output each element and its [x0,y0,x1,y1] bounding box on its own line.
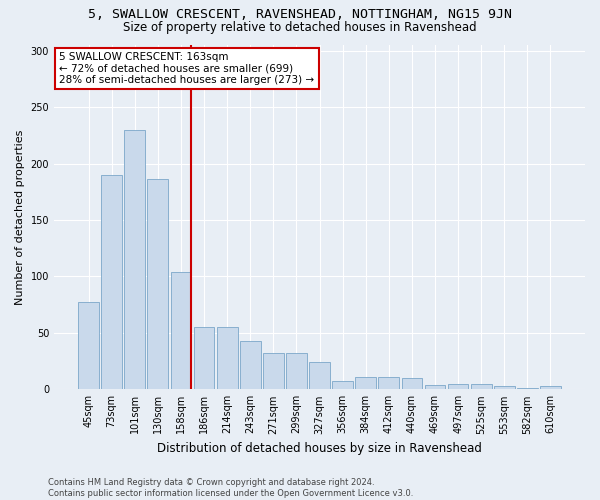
Bar [332,382,353,390]
Bar [263,353,284,390]
Bar [448,384,469,390]
Bar [101,175,122,390]
Text: Size of property relative to detached houses in Ravenshead: Size of property relative to detached ho… [123,21,477,34]
X-axis label: Distribution of detached houses by size in Ravenshead: Distribution of detached houses by size … [157,442,482,455]
Bar [217,327,238,390]
Bar [401,378,422,390]
Bar [170,272,191,390]
Bar [494,386,515,390]
Bar [425,385,445,390]
Bar [124,130,145,390]
Y-axis label: Number of detached properties: Number of detached properties [15,130,25,305]
Bar [148,180,168,390]
Bar [379,377,399,390]
Bar [286,353,307,390]
Text: Contains HM Land Registry data © Crown copyright and database right 2024.
Contai: Contains HM Land Registry data © Crown c… [48,478,413,498]
Text: 5, SWALLOW CRESCENT, RAVENSHEAD, NOTTINGHAM, NG15 9JN: 5, SWALLOW CRESCENT, RAVENSHEAD, NOTTING… [88,8,512,20]
Bar [309,362,330,390]
Bar [471,384,491,390]
Bar [355,377,376,390]
Bar [78,302,99,390]
Text: 5 SWALLOW CRESCENT: 163sqm
← 72% of detached houses are smaller (699)
28% of sem: 5 SWALLOW CRESCENT: 163sqm ← 72% of deta… [59,52,314,85]
Bar [517,388,538,390]
Bar [194,327,214,390]
Bar [540,386,561,390]
Bar [240,341,260,390]
